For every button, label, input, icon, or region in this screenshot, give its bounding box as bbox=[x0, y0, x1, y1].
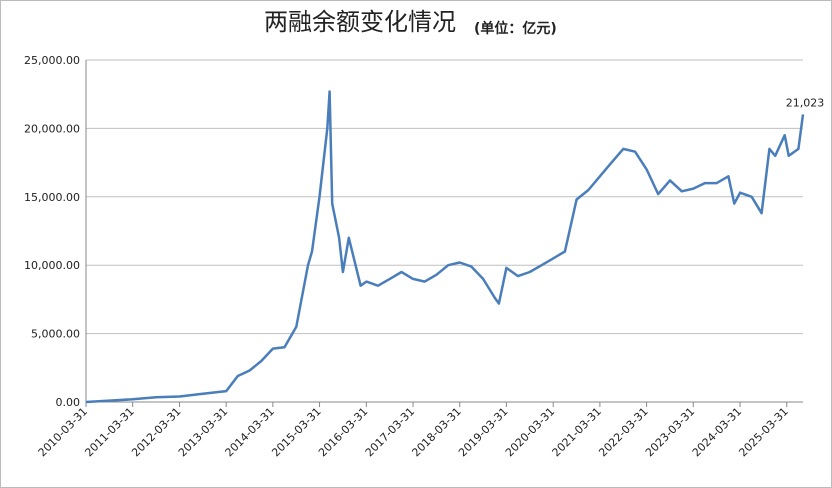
y-tick-label: 20,000.00 bbox=[24, 122, 80, 135]
y-tick-label: 25,000.00 bbox=[24, 54, 80, 67]
y-tick-label: 5,000.00 bbox=[31, 328, 80, 341]
chart-title: 两融余额变化情况 bbox=[264, 8, 456, 36]
data-line bbox=[85, 90, 805, 404]
value-label: 21,023 bbox=[786, 96, 825, 109]
y-tick-label: 15,000.00 bbox=[24, 191, 80, 204]
chart-subtitle: (单位：亿元) bbox=[474, 20, 557, 37]
y-tick-label: 0.00 bbox=[56, 396, 81, 409]
y-tick-label: 10,000.00 bbox=[24, 259, 80, 272]
